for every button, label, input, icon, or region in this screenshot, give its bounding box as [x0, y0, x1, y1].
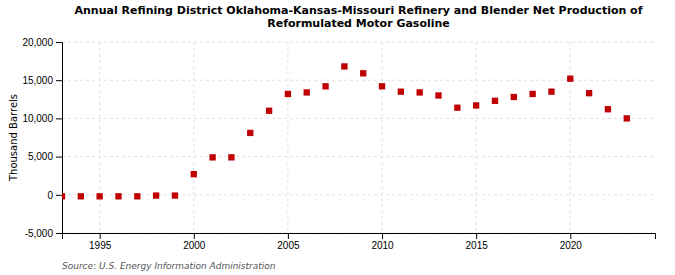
point — [492, 98, 498, 104]
point — [266, 108, 272, 114]
point — [209, 154, 215, 160]
point — [473, 102, 479, 108]
point — [191, 171, 197, 177]
tick-mark — [382, 233, 383, 239]
grid-line — [476, 42, 477, 233]
tick: 2020 — [560, 233, 583, 251]
title: Annual Refining District Oklahoma-Kansas… — [75, 4, 643, 30]
x-axis: 1995 2000 2005 2010 2015 2020 — [63, 233, 656, 251]
tick-mark — [194, 233, 195, 239]
point — [322, 83, 328, 89]
chart: 1995 2000 2005 2010 2015 2020 -5,000 0 5,000 10,0… — [0, 0, 675, 275]
point — [379, 83, 385, 89]
point — [548, 88, 554, 94]
point — [78, 193, 84, 199]
grid-line — [287, 42, 288, 233]
tick: 20,000 — [22, 37, 62, 48]
plot: 1995 2000 2005 2010 2015 2020 -5,000 0 5,000 10,0… — [22, 37, 655, 251]
points — [62, 63, 630, 199]
tick-label: -5,000 — [25, 228, 54, 239]
tick-label: 0 — [47, 190, 53, 201]
point — [228, 154, 234, 160]
axis-line — [56, 43, 63, 234]
tick-label: 2020 — [560, 240, 583, 251]
point — [172, 192, 178, 198]
point — [529, 91, 535, 97]
tick-mark — [100, 233, 101, 239]
axis-line — [63, 234, 656, 240]
point — [605, 106, 611, 112]
point — [62, 193, 65, 199]
tick-label: 1995 — [89, 240, 112, 251]
grid-line — [62, 42, 655, 43]
tick-label: 20,000 — [22, 37, 53, 48]
tick-mark — [56, 195, 62, 196]
tick: 2000 — [183, 233, 206, 251]
point — [247, 130, 253, 136]
point — [153, 192, 159, 198]
point — [398, 88, 404, 94]
tick-mark — [56, 233, 62, 234]
point — [567, 76, 573, 82]
point — [96, 193, 102, 199]
point — [341, 63, 347, 69]
grid-line — [62, 194, 655, 195]
grid-line — [62, 80, 655, 81]
tick-label: 2000 — [183, 240, 206, 251]
tick-mark — [56, 42, 62, 43]
tick-mark — [288, 233, 289, 239]
tick: 5,000 — [28, 151, 62, 162]
point — [511, 94, 517, 100]
point — [454, 105, 460, 111]
grid — [62, 42, 655, 233]
y-axis-title: Thousand Barrels — [8, 94, 19, 182]
tick: 0 — [47, 190, 62, 201]
tick-label: 2015 — [466, 240, 489, 251]
point — [360, 70, 366, 76]
tick-mark — [56, 118, 62, 119]
tick-label: 15,000 — [22, 75, 53, 86]
point — [285, 91, 291, 97]
grid-line — [382, 42, 383, 233]
tick: 15,000 — [22, 75, 62, 86]
tick-label: 2005 — [277, 240, 300, 251]
tick-mark — [570, 233, 571, 239]
source: Source: U.S. Energy Information Administ… — [62, 261, 276, 271]
tick: 2005 — [277, 233, 300, 251]
point — [624, 115, 630, 121]
point — [115, 193, 121, 199]
tick-mark — [56, 157, 62, 158]
tick-label: 5,000 — [28, 151, 53, 162]
grid-line — [193, 42, 194, 233]
point — [134, 193, 140, 199]
grid-line — [62, 156, 655, 157]
y-axis: -5,000 0 5,000 10,000 15,000 20,000 — [22, 37, 62, 239]
point — [304, 89, 310, 95]
point — [417, 89, 423, 95]
point — [586, 90, 592, 96]
grid-line — [62, 118, 655, 119]
tick: 2015 — [466, 233, 489, 251]
tick-mark — [56, 80, 62, 81]
grid-line — [570, 42, 571, 233]
tick: 10,000 — [22, 113, 62, 124]
tick-label: 2010 — [371, 240, 394, 251]
tick-label: 10,000 — [22, 113, 53, 124]
tick-mark — [476, 233, 477, 239]
tick: 2010 — [371, 233, 394, 251]
point — [435, 92, 441, 98]
tick: 1995 — [89, 233, 112, 251]
tick: -5,000 — [25, 228, 62, 239]
grid-line — [99, 42, 100, 233]
